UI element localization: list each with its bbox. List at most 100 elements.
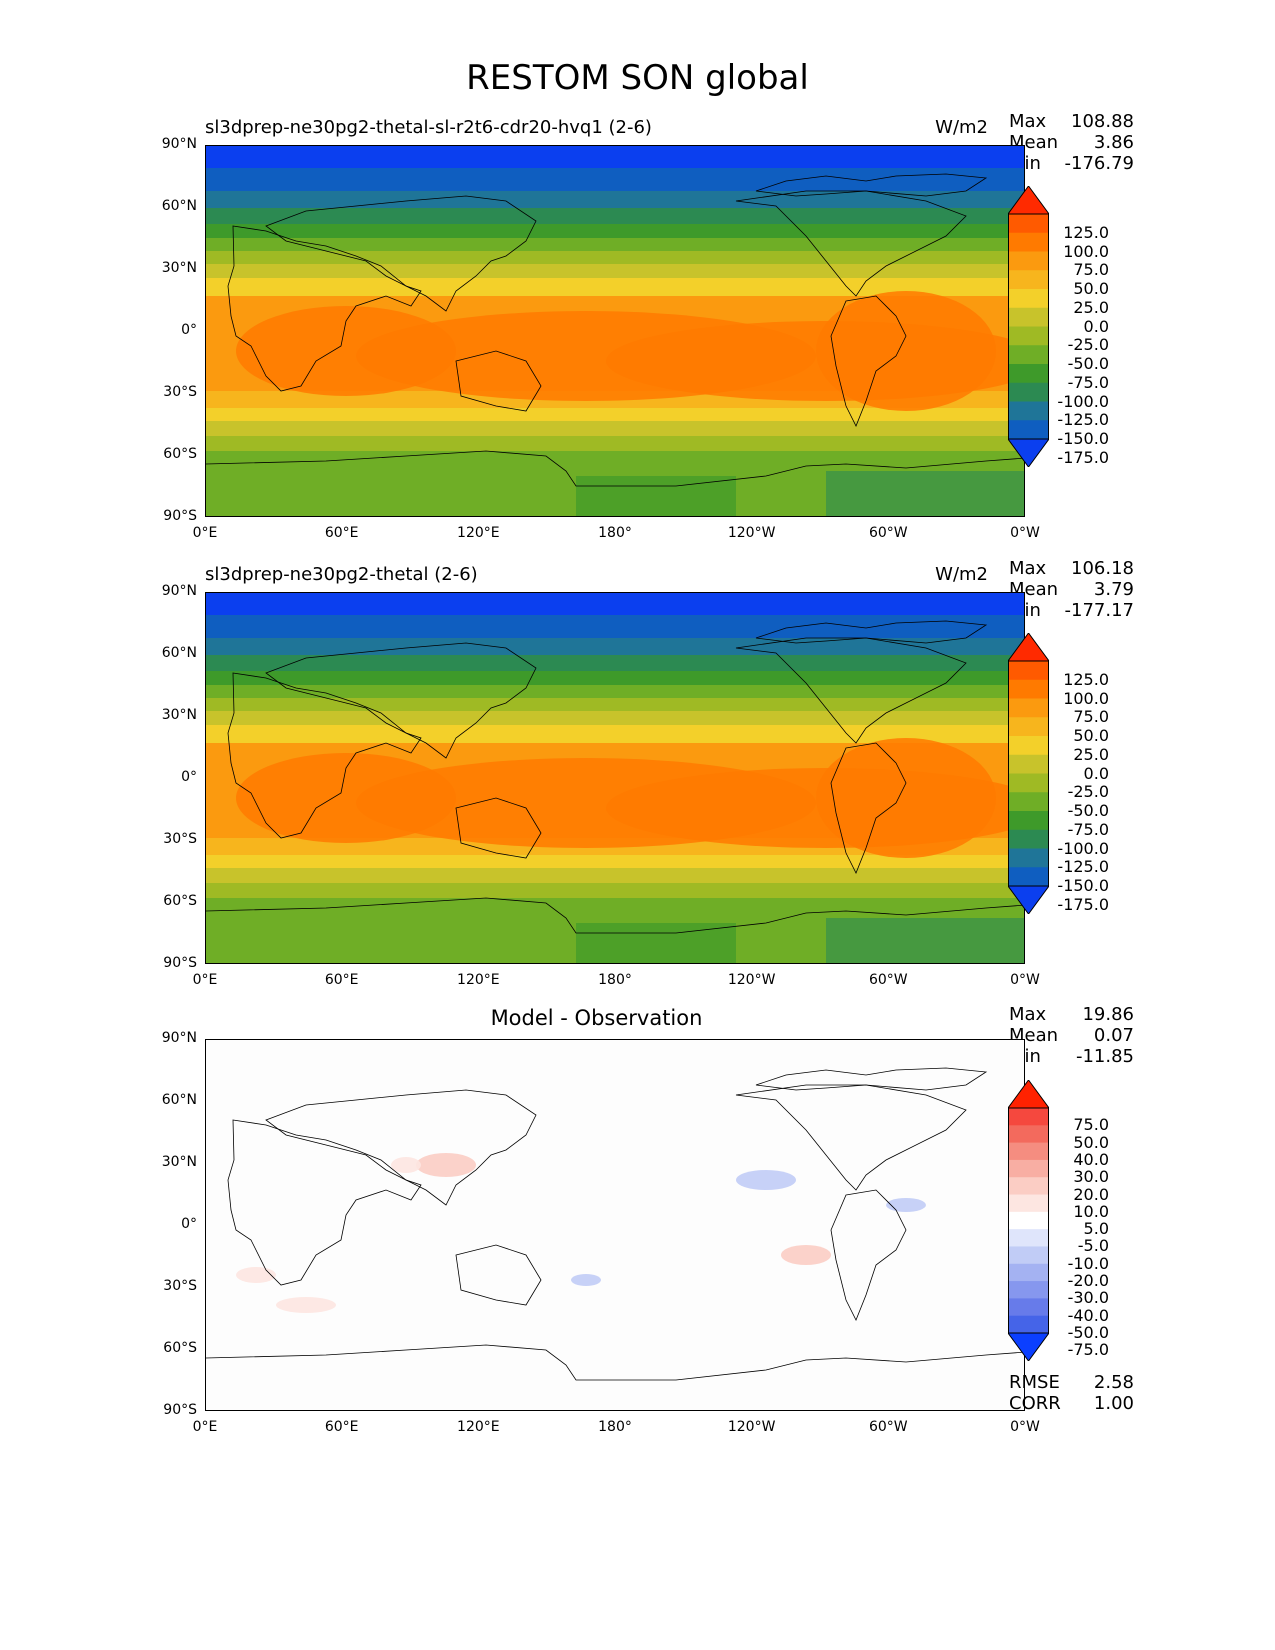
panel1-colorbar [1008,186,1049,467]
y-tick-label: 0° [181,322,197,338]
colorbar-tick-label: 125.0 [1063,222,1109,242]
panel1-units: W/m2 [935,117,988,138]
colorbar-tick-label: -50.0 [1067,801,1109,820]
x-tick-label: 60°W [868,1419,908,1435]
panel2-stat-min: Min -177.17 [1009,600,1134,621]
colorbar-tick-label: -25.0 [1067,782,1109,802]
panel2-colorbar [1008,633,1049,914]
colorbar-tick-label: -100.0 [1057,391,1109,411]
colorbar-tick-label: 0.0 [1083,763,1109,783]
panel2-title: sl3dprep-ne30pg2-thetal (2-6) [205,564,478,585]
x-tick-label: 60°E [324,972,359,988]
colorbar-tick-label: 75.0 [1073,1115,1109,1135]
y-tick-label: 30°N [161,707,197,723]
colorbar-tick-label: 50.0 [1073,726,1109,745]
y-tick-label: 90°N [161,136,197,152]
x-tick-label: 120°W [727,1419,776,1435]
y-tick-label: 90°S [163,1402,197,1418]
colorbar-tick-label: -20.0 [1067,1271,1109,1291]
colorbar-tick-label: -100.0 [1057,838,1109,858]
panel1-stat-max: Max 108.88 [1009,111,1134,132]
x-tick-label: 0°E [192,1419,218,1435]
x-tick-label: 0°W [1010,972,1040,988]
colorbar-tick-label: 25.0 [1073,744,1109,764]
panel3-stat-max: Max 19.86 [1009,1004,1134,1025]
colorbar-tick-label: 75.0 [1073,707,1109,727]
panel1-map [205,145,1025,517]
panel1-title: sl3dprep-ne30pg2-thetal-sl-r2t6-cdr20-hv… [205,117,652,138]
x-tick-label: 0°E [192,972,218,988]
colorbar-tick-label: -40.0 [1067,1305,1109,1325]
panel2-units: W/m2 [935,564,988,585]
colorbar-tick-label: 125.0 [1063,669,1109,689]
y-tick-label: 60°S [163,893,197,909]
y-tick-label: 30°N [161,260,197,276]
y-tick-label: 90°S [163,508,197,524]
colorbar-tick-label: 25.0 [1073,297,1109,317]
colorbar-tick-label: -75.0 [1067,372,1109,392]
colorbar-tick-label: -150.0 [1057,876,1109,895]
y-tick-label: 60°N [161,198,197,214]
y-tick-label: 0° [181,1216,197,1232]
colorbar-tick-label: -175.0 [1057,894,1109,914]
rmse-readout: RMSE 2.58 [1009,1372,1134,1393]
x-tick-label: 120°E [457,972,500,988]
colorbar-tick-label: 20.0 [1073,1184,1109,1204]
colorbar-tick-label: 30.0 [1073,1167,1109,1187]
colorbar-tick-label: -125.0 [1057,410,1109,430]
panel3-title: Model - Observation [490,1006,703,1030]
panel2-map [205,592,1025,964]
colorbar-tick-label: 10.0 [1073,1201,1109,1221]
colorbar-tick-label: 100.0 [1063,688,1109,708]
colorbar-tick-label: -75.0 [1067,1340,1109,1360]
x-tick-label: 120°W [727,972,776,988]
y-tick-label: 60°N [161,645,197,661]
colorbar-tick-label: -175.0 [1057,447,1109,467]
colorbar-tick-label: -50.0 [1067,1323,1109,1342]
colorbar-tick-label: 5.0 [1083,1219,1109,1239]
y-tick-label: 90°N [161,1030,197,1046]
x-tick-label: 0°E [192,525,218,541]
y-tick-label: 0° [181,769,197,785]
colorbar-tick-label: -50.0 [1067,354,1109,373]
x-tick-label: 60°W [868,972,908,988]
colorbar-tick-label: 50.0 [1073,1132,1109,1152]
panel3-stat-mean: Mean 0.07 [1009,1025,1134,1046]
x-tick-label: 60°E [324,1419,359,1435]
x-tick-label: 0°W [1010,525,1040,541]
colorbar-tick-label: -150.0 [1057,429,1109,448]
colorbar-tick-label: 0.0 [1083,316,1109,336]
colorbar-tick-label: 100.0 [1063,241,1109,261]
x-tick-label: 60°W [868,525,908,541]
y-tick-label: 90°N [161,583,197,599]
x-tick-label: 180° [598,525,632,541]
difference-map [205,1039,1025,1411]
colorbar-tick-label: 75.0 [1073,260,1109,280]
panel2-stat-max: Max 106.18 [1009,558,1134,579]
colorbar-tick-label: 50.0 [1073,279,1109,298]
x-tick-label: 60°E [324,525,359,541]
colorbar-tick-label: -125.0 [1057,857,1109,877]
panel1-stat-min: Min -176.79 [1009,153,1134,174]
y-tick-label: 60°N [161,1092,197,1108]
y-tick-label: 30°S [163,831,197,847]
corr-readout: CORR 1.00 [1009,1393,1134,1414]
difference-colorbar [1008,1080,1049,1361]
x-tick-label: 180° [598,972,632,988]
colorbar-tick-label: -25.0 [1067,335,1109,355]
x-tick-label: 120°E [457,525,500,541]
x-tick-label: 120°W [727,525,776,541]
panel1-stat-mean: Mean 3.86 [1009,132,1134,153]
colorbar-tick-label: -30.0 [1067,1288,1109,1308]
figure-title: RESTOM SON global [466,58,809,98]
y-tick-label: 90°S [163,955,197,971]
y-tick-label: 30°N [161,1154,197,1170]
panel3-stat-min: Min -11.85 [1009,1046,1134,1067]
colorbar-tick-label: -5.0 [1077,1236,1109,1256]
y-tick-label: 60°S [163,1340,197,1356]
x-tick-label: 180° [598,1419,632,1435]
y-tick-label: 60°S [163,446,197,462]
colorbar-tick-label: 40.0 [1073,1149,1109,1169]
panel2-stat-mean: Mean 3.79 [1009,579,1134,600]
x-tick-label: 120°E [457,1419,500,1435]
